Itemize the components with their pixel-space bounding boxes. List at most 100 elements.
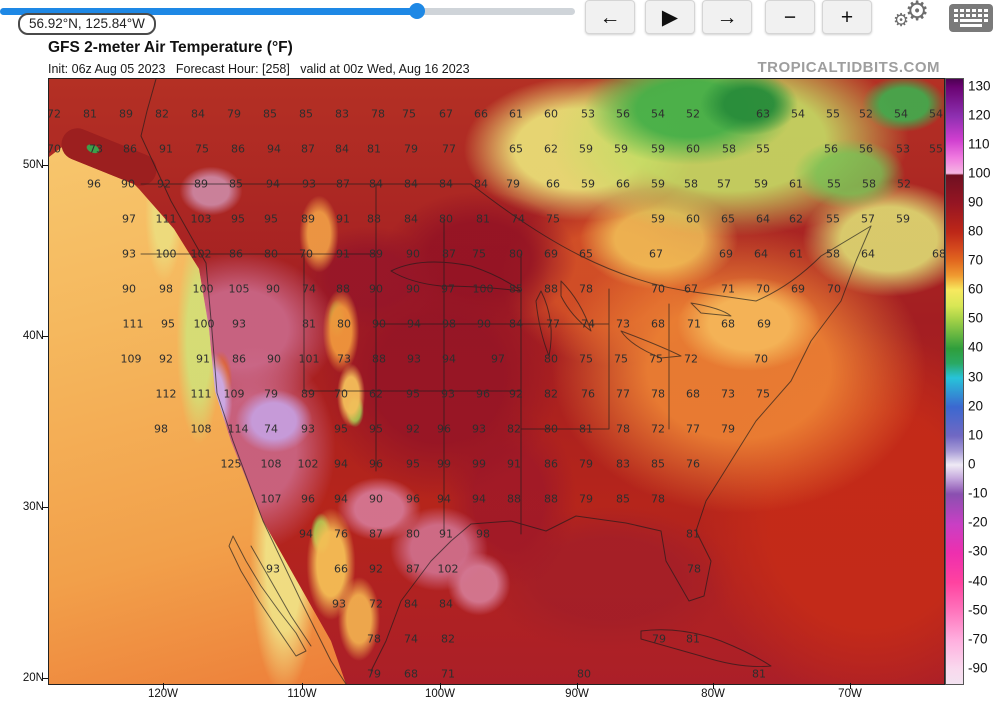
temp-value: 90 (406, 247, 420, 261)
colorbar-tick-label: 90 (968, 194, 984, 210)
temp-value: 54 (929, 107, 943, 121)
temp-value: 78 (367, 632, 381, 646)
temp-value: 87 (442, 247, 456, 261)
temp-value: 81 (302, 317, 316, 331)
step-forward-button[interactable]: → (702, 0, 752, 34)
temp-value: 88 (544, 492, 558, 506)
colorbar-tick-label: 40 (968, 339, 984, 355)
temp-value: 57 (717, 177, 731, 191)
colorbar-tick-label: -70 (968, 631, 988, 647)
temp-value: 85 (229, 177, 243, 191)
lon-tick-mark (440, 683, 441, 689)
time-slider-track[interactable] (0, 3, 575, 19)
temp-value: 54 (894, 107, 908, 121)
lat-tick-mark (42, 507, 48, 508)
time-slider-thumb[interactable] (409, 3, 425, 19)
temp-value: 85 (616, 492, 630, 506)
temp-value: 84 (439, 177, 453, 191)
temp-value: 86 (229, 247, 243, 261)
temp-value: 73 (89, 142, 103, 156)
temp-value: 90 (477, 317, 491, 331)
lat-tick-mark (42, 165, 48, 166)
lat-tick-label: 30N (22, 501, 44, 513)
temp-value: 63 (756, 107, 770, 121)
temp-value: 75 (195, 142, 209, 156)
keyboard-icon[interactable] (948, 2, 994, 39)
temp-value: 94 (472, 492, 486, 506)
lat-tick-mark (42, 336, 48, 337)
temp-value: 80 (406, 527, 420, 541)
temp-value: 78 (687, 562, 701, 576)
temp-value: 111 (190, 387, 212, 401)
temp-value: 66 (474, 107, 488, 121)
temp-value: 79 (264, 387, 278, 401)
lon-tick-mark (163, 683, 164, 689)
temp-value: 64 (861, 247, 875, 261)
colorbar-tick-label: 120 (968, 107, 991, 123)
temp-value: 91 (159, 142, 173, 156)
temp-value: 93 (302, 177, 316, 191)
temp-value: 70 (299, 247, 313, 261)
temp-value: 75 (402, 107, 416, 121)
lon-tick-mark (713, 683, 714, 689)
temp-value: 81 (476, 212, 490, 226)
zoom-out-button[interactable]: − (765, 0, 815, 34)
temp-value: 79 (506, 177, 520, 191)
temp-value: 96 (301, 492, 315, 506)
settings-gears-icon[interactable]: ⚙ ⚙ (893, 0, 937, 38)
temp-value: 59 (754, 177, 768, 191)
temp-value: 66 (616, 177, 630, 191)
zoom-in-button[interactable]: + (822, 0, 872, 34)
temp-value: 94 (299, 527, 313, 541)
temp-value: 96 (406, 492, 420, 506)
temp-value: 92 (159, 352, 173, 366)
temp-value: 93 (301, 422, 315, 436)
temp-value: 84 (404, 177, 418, 191)
temp-value: 59 (896, 212, 910, 226)
temp-value: 77 (616, 387, 630, 401)
temp-value: 55 (929, 142, 943, 156)
colorbar-tick-label: 10 (968, 427, 984, 443)
temp-value: 78 (579, 282, 593, 296)
lon-tick-mark (850, 683, 851, 689)
temp-value: 67 (684, 282, 698, 296)
lon-tick-label: 70W (838, 688, 862, 700)
temp-value: 75 (579, 352, 593, 366)
temp-value: 60 (544, 107, 558, 121)
temp-value: 96 (87, 177, 101, 191)
temp-value: 58 (722, 142, 736, 156)
temp-value: 111 (155, 212, 177, 226)
temp-value: 78 (651, 387, 665, 401)
temp-value: 94 (266, 177, 280, 191)
temp-value: 66 (334, 562, 348, 576)
temp-value: 88 (372, 352, 386, 366)
temp-value: 91 (439, 527, 453, 541)
temp-value: 86 (231, 142, 245, 156)
temp-value: 59 (651, 177, 665, 191)
temp-value: 90 (372, 317, 386, 331)
init-forecast-line: Init: 06z Aug 05 2023 Forecast Hour: [25… (48, 62, 470, 76)
temp-value: 89 (119, 107, 133, 121)
lon-tick-mark (577, 683, 578, 689)
temp-value: 107 (260, 492, 282, 506)
temp-value: 61 (789, 247, 803, 261)
colorbar-tick-label: -50 (968, 602, 988, 618)
temp-value: 90 (266, 282, 280, 296)
colorbar-tick-label: -40 (968, 573, 988, 589)
temp-value: 79 (579, 457, 593, 471)
temp-value: 64 (756, 212, 770, 226)
temp-value: 84 (191, 107, 205, 121)
map-canvas[interactable]: 72 81 89 82 84 79 85 85 83 78 75 67 66 61 60 53 56 54 52 63… (48, 78, 945, 685)
temp-value: 95 (231, 212, 245, 226)
temp-value: 69 (719, 247, 733, 261)
temp-value: 83 (616, 457, 630, 471)
play-button[interactable]: ▶ (645, 0, 695, 34)
colorbar-tick-label: 110 (968, 136, 990, 152)
lat-tick-mark (42, 678, 48, 679)
temp-value: 60 (686, 142, 700, 156)
step-back-button[interactable]: ← (585, 0, 635, 34)
temp-value: 77 (686, 422, 700, 436)
temp-value: 55 (756, 142, 770, 156)
temp-value: 75 (614, 352, 628, 366)
map-borders (140, 79, 872, 684)
